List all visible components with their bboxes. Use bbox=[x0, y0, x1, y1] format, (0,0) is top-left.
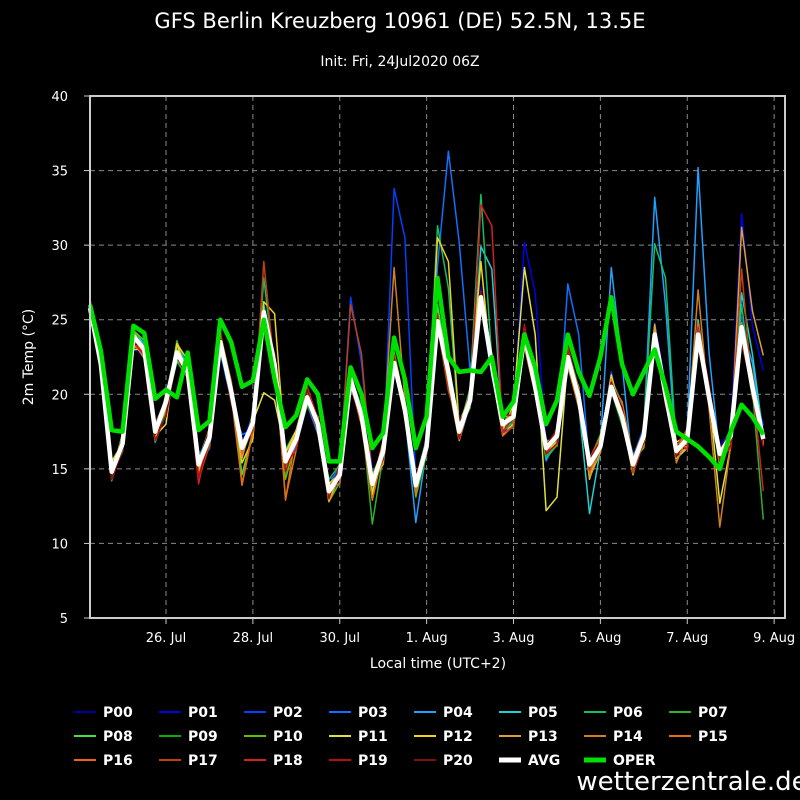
series-line-oper bbox=[87, 275, 766, 472]
legend-label-p14: P14 bbox=[613, 729, 643, 745]
legend-label-p04: P04 bbox=[443, 705, 473, 721]
legend-label-p11: P11 bbox=[358, 729, 388, 745]
y-tick-label: 5 bbox=[60, 612, 68, 627]
legend-label-p20: P20 bbox=[443, 753, 473, 769]
legend-label-p01: P01 bbox=[188, 705, 218, 721]
x-tick-label: 1. Aug bbox=[406, 631, 448, 646]
grid-lines bbox=[90, 96, 785, 618]
legend-label-avg: AVG bbox=[528, 753, 560, 769]
legend-label-oper: OPER bbox=[613, 753, 656, 769]
series-lines bbox=[87, 150, 766, 528]
y-tick-label: 40 bbox=[51, 90, 68, 105]
legend-label-p07: P07 bbox=[698, 705, 728, 721]
y-tick-label: 20 bbox=[51, 388, 68, 403]
legend: P00 P01 P02 P03 P04 P05 P06 P07 P08 P09 P10 P11 P12 P… bbox=[74, 705, 728, 769]
y-axis-label: 2m Temp (°C) bbox=[21, 309, 37, 405]
x-tick-label: 7. Aug bbox=[666, 631, 708, 646]
legend-label-p02: P02 bbox=[273, 705, 303, 721]
chart-title: GFS Berlin Kreuzberg 10961 (DE) 52.5N, 1… bbox=[154, 9, 645, 33]
watermark: wetterzentrale.de bbox=[576, 767, 800, 797]
legend-label-p08: P08 bbox=[103, 729, 133, 745]
x-axis-label: Local time (UTC+2) bbox=[370, 656, 506, 672]
legend-label-p03: P03 bbox=[358, 705, 388, 721]
legend-label-p17: P17 bbox=[188, 753, 218, 769]
legend-label-p06: P06 bbox=[613, 705, 643, 721]
legend-label-p18: P18 bbox=[273, 753, 303, 769]
legend-label-p09: P09 bbox=[188, 729, 218, 745]
legend-label-p05: P05 bbox=[528, 705, 558, 721]
x-tick-label: 30. Jul bbox=[320, 631, 361, 646]
legend-label-p12: P12 bbox=[443, 729, 473, 745]
y-tick-label: 25 bbox=[51, 314, 68, 329]
y-tick-label: 30 bbox=[51, 239, 68, 254]
x-tick-label: 9. Aug bbox=[753, 631, 795, 646]
x-tick-label: 28. Jul bbox=[233, 631, 274, 646]
x-axis-ticks: 26. Jul 28. Jul 30. Jul 1. Aug 3. Aug 5. Aug 7… bbox=[146, 618, 795, 646]
y-tick-label: 15 bbox=[51, 463, 68, 478]
chart-subtitle: Init: Fri, 24Jul2020 06Z bbox=[320, 54, 479, 70]
y-tick-label: 35 bbox=[51, 165, 68, 180]
legend-label-p13: P13 bbox=[528, 729, 558, 745]
x-tick-label: 3. Aug bbox=[493, 631, 535, 646]
x-tick-label: 26. Jul bbox=[146, 631, 187, 646]
legend-label-p16: P16 bbox=[103, 753, 133, 769]
legend-label-p19: P19 bbox=[358, 753, 388, 769]
plot-frame bbox=[89, 95, 786, 619]
y-axis-ticks: 5 10 15 20 25 30 35 40 bbox=[51, 90, 90, 627]
legend-label-p15: P15 bbox=[698, 729, 728, 745]
series-line-avg bbox=[87, 295, 766, 494]
legend-label-p10: P10 bbox=[273, 729, 303, 745]
y-tick-label: 10 bbox=[51, 537, 68, 552]
legend-label-p00: P00 bbox=[103, 705, 133, 721]
x-tick-label: 5. Aug bbox=[579, 631, 621, 646]
